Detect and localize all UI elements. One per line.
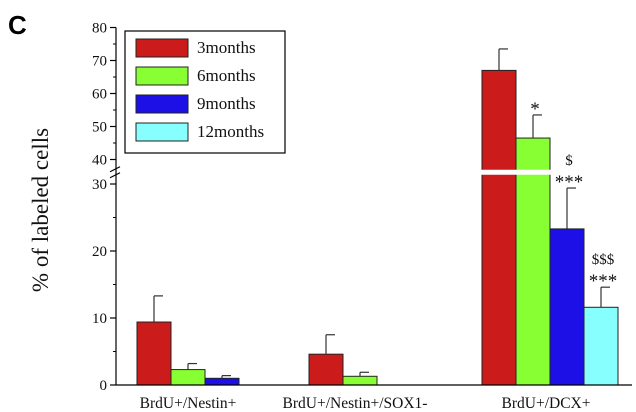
- x-category-label: BrdU+/Nestin+: [140, 395, 237, 412]
- legend: 3months 6months 9months 12months: [124, 30, 286, 154]
- bar: [170, 369, 206, 386]
- axis-break-mark: [109, 172, 121, 179]
- legend-label: 12months: [197, 122, 264, 141]
- y-tick-label: 40: [92, 153, 107, 169]
- y-tick-label: 0: [100, 378, 108, 394]
- axis-break-mark: [109, 166, 121, 173]
- y-tick-label: 80: [92, 21, 107, 37]
- y-tick-label: 60: [92, 87, 107, 103]
- y-tick-label: 50: [92, 120, 107, 136]
- bar: [515, 137, 551, 386]
- significance-annotation: ***: [589, 271, 618, 292]
- legend-label: 9months: [197, 94, 256, 113]
- panel-letter: C: [8, 10, 27, 40]
- bar: [308, 353, 344, 386]
- significance-annotation: ***: [555, 172, 584, 193]
- y-tick-label: 10: [92, 311, 107, 327]
- x-category-label: BrdU+/Nestin+/SOX1-: [283, 395, 428, 412]
- legend-label: 3months: [197, 38, 256, 57]
- bar: [549, 228, 585, 386]
- legend-swatch: [135, 66, 189, 86]
- y-tick-label: 30: [92, 177, 107, 193]
- bar: [583, 306, 619, 386]
- significance-annotation: *: [530, 99, 540, 120]
- panel-label: C: [8, 10, 27, 41]
- bar: [136, 321, 172, 386]
- bar: [204, 377, 240, 386]
- legend-swatch: [135, 122, 189, 142]
- legend-swatch: [135, 38, 189, 58]
- y-axis-label: % of labeled cells: [28, 128, 53, 292]
- bar: [342, 375, 378, 386]
- y-tick-label: 70: [92, 54, 107, 70]
- x-category-label: BrdU+/DCX+: [502, 395, 591, 412]
- axes: 0 10 20 30 40 50 60 70 80 BrdU+/Nestin+ BrdU+/Nest…: [92, 21, 632, 412]
- significance-annotation: $: [565, 153, 573, 169]
- y-tick-label: 20: [92, 244, 107, 260]
- legend-label: 6months: [197, 66, 256, 85]
- bar-break-band: [480, 169, 554, 175]
- plot-area: ****$***$$$: [136, 48, 619, 386]
- legend-swatch: [135, 94, 189, 114]
- significance-annotation: $$$: [592, 252, 615, 268]
- bar: [481, 69, 517, 386]
